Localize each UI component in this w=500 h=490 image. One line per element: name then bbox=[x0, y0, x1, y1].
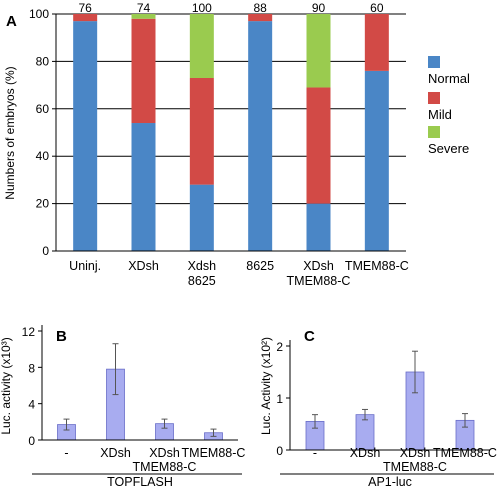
chart-b-ylabel: Luc. activity (x10³) bbox=[0, 337, 13, 434]
chart-a-category-label: XDsh bbox=[128, 259, 159, 273]
chart-a-bar-mild bbox=[73, 14, 98, 22]
chart-a-count-label: 90 bbox=[312, 1, 326, 15]
chart-b-ytick-label: 8 bbox=[28, 361, 35, 375]
chart-a-axes bbox=[52, 13, 406, 252]
chart-b-group-label: TOPFLASH bbox=[107, 475, 173, 489]
chart-a-bar-normal bbox=[364, 70, 389, 251]
chart-b-category-label: XDsh bbox=[100, 446, 131, 460]
chart-c-category-label: - bbox=[313, 446, 317, 460]
chart-b-ytick-label: 4 bbox=[28, 398, 35, 412]
chart-a-bars bbox=[73, 14, 389, 251]
chart-a-category-label: Xdsh bbox=[188, 259, 217, 273]
panel-label-c: C bbox=[304, 328, 315, 345]
chart-c-ytick-label: 1 bbox=[276, 392, 283, 406]
chart-a-category-label: Uninj. bbox=[69, 259, 101, 273]
chart-c-group-label: AP1-luc bbox=[368, 475, 412, 489]
chart-a-ytick-label: 0 bbox=[42, 244, 49, 258]
chart-c-ytick-label: 0 bbox=[276, 444, 283, 458]
panel-label-a: A bbox=[6, 13, 17, 30]
chart-a-grid bbox=[56, 13, 406, 252]
chart-a-count-label: 100 bbox=[192, 1, 212, 15]
chart-a-count-label: 88 bbox=[253, 1, 267, 15]
chart-a-legend-swatch bbox=[428, 126, 440, 138]
chart-a-bar-severe bbox=[131, 14, 156, 19]
chart-b-ytick-label: 0 bbox=[28, 434, 35, 448]
chart-a-legend-label: Mild bbox=[428, 107, 452, 122]
chart-a-bar-mild bbox=[364, 14, 389, 71]
chart-a-bar-mild bbox=[306, 87, 331, 204]
chart-a-ytick-label: 40 bbox=[36, 149, 50, 163]
chart-a-bar-normal bbox=[189, 184, 214, 251]
chart-a-bar-normal bbox=[73, 21, 98, 251]
chart-b-category-label: TMEM88-C bbox=[182, 446, 246, 460]
chart-c-category-label: XDsh bbox=[350, 446, 381, 460]
chart-c-category-label-line2: TMEM88-C bbox=[383, 460, 447, 474]
chart-c-category-label: TMEM88-C bbox=[433, 446, 497, 460]
chart-a-ytick-label: 60 bbox=[36, 102, 50, 116]
chart-a-bar-normal bbox=[248, 21, 273, 251]
chart-a-bar-normal bbox=[306, 203, 331, 251]
chart-a-bar-severe bbox=[306, 14, 331, 88]
chart-a-category-label-line2: 8625 bbox=[188, 274, 216, 288]
chart-a-ylabel: Numbers of embryos (%) bbox=[3, 66, 17, 199]
chart-a-legend-swatch bbox=[428, 56, 440, 68]
chart-a-category-label: 8625 bbox=[246, 259, 274, 273]
chart-a-legend-label: Severe bbox=[428, 141, 469, 156]
chart-a-category-label-line2: TMEM88-C bbox=[287, 274, 351, 288]
panel-label-b: B bbox=[56, 328, 67, 345]
chart-a-bar-mild bbox=[189, 77, 214, 185]
chart-a-count-label: 74 bbox=[137, 1, 151, 15]
chart-a-category-label: XDsh bbox=[303, 259, 334, 273]
chart-a-count-label: 60 bbox=[370, 1, 384, 15]
chart-c-ytick-label: 2 bbox=[276, 340, 283, 354]
chart-a-legend-label: Normal bbox=[428, 71, 470, 86]
chart-a: A Numbers of embryos (%) 0 20 40 60 80 100 76 U… bbox=[3, 1, 470, 288]
chart-a-category-label: TMEM88-C bbox=[345, 259, 409, 273]
chart-a-ytick-label: 80 bbox=[36, 54, 50, 68]
chart-c-category-label: XDsh bbox=[400, 446, 431, 460]
chart-b-ytick-label: 12 bbox=[22, 325, 36, 339]
chart-b-category-label: - bbox=[64, 446, 68, 460]
chart-b-category-label: XDsh bbox=[149, 446, 180, 460]
chart-a-legend: Normal Mild Severe bbox=[428, 56, 470, 156]
chart-a-bar-severe bbox=[189, 14, 214, 78]
chart-a-bar-mild bbox=[248, 14, 273, 22]
chart-a-bar-mild bbox=[131, 18, 156, 124]
chart-c: C Luc. Activity (x10²) 012- XDsh XDshTMEM8… bbox=[259, 328, 497, 489]
chart-c-ylabel: Luc. Activity (x10²) bbox=[259, 337, 273, 435]
chart-a-count-label: 76 bbox=[78, 1, 92, 15]
chart-a-ytick-label: 20 bbox=[36, 197, 50, 211]
chart-a-ytick-label: 100 bbox=[29, 7, 49, 21]
chart-a-legend-swatch bbox=[428, 92, 440, 104]
chart-b-category-label-line2: TMEM88-C bbox=[133, 460, 197, 474]
chart-a-bar-normal bbox=[131, 123, 156, 251]
